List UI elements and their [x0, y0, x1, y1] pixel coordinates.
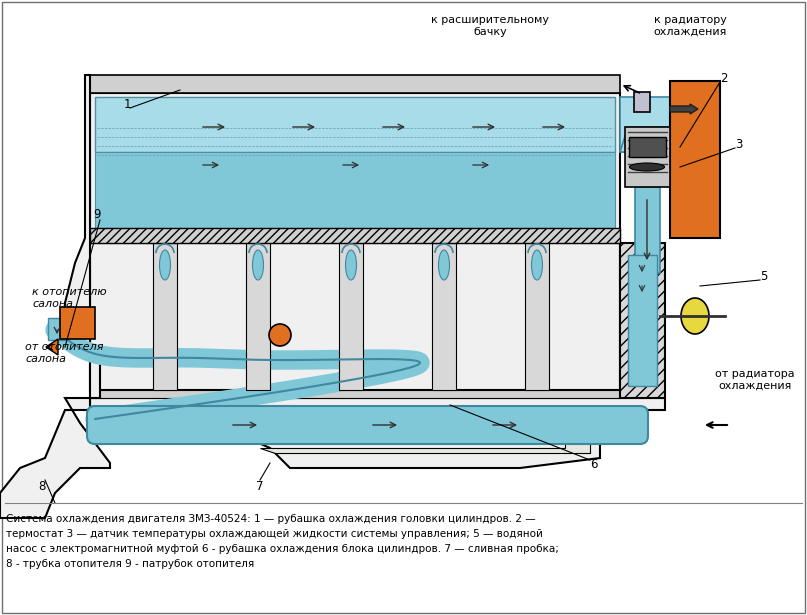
Bar — [90, 228, 620, 243]
Bar — [246, 243, 270, 390]
Bar — [48, 318, 66, 340]
Bar — [153, 243, 177, 390]
Bar — [95, 97, 615, 152]
Text: от радиатора
охлаждения: от радиатора охлаждения — [715, 369, 795, 391]
Text: 7: 7 — [257, 480, 264, 493]
Bar — [634, 92, 650, 112]
FancyArrow shape — [670, 104, 698, 114]
Text: 8 - трубка отопителя 9 - патрубок отопителя: 8 - трубка отопителя 9 - патрубок отопит… — [6, 559, 254, 569]
Text: к радиатору
охлаждения: к радиатору охлаждения — [654, 15, 726, 37]
Ellipse shape — [681, 298, 709, 334]
Polygon shape — [65, 75, 100, 398]
Text: 1: 1 — [123, 98, 131, 111]
Text: 5: 5 — [760, 269, 767, 282]
Text: от отопителя
салона: от отопителя салона — [25, 342, 103, 364]
Bar — [95, 152, 615, 228]
Text: 6: 6 — [590, 459, 598, 472]
Polygon shape — [0, 398, 110, 518]
Bar — [339, 243, 363, 390]
Bar — [620, 97, 675, 152]
Bar — [60, 307, 95, 339]
Text: 9: 9 — [94, 208, 101, 221]
Polygon shape — [90, 398, 665, 468]
Text: к расширительному
бачку: к расширительному бачку — [431, 15, 549, 37]
Ellipse shape — [438, 250, 449, 280]
FancyBboxPatch shape — [87, 406, 648, 444]
Bar — [620, 243, 665, 398]
Bar — [90, 390, 620, 398]
Bar — [628, 255, 657, 386]
Ellipse shape — [345, 250, 357, 280]
Text: насос с электромагнитной муфтой 6 - рубашка охлаждения блока цилиндров. 7 — слив: насос с электромагнитной муфтой 6 - руба… — [6, 544, 559, 554]
Bar — [90, 93, 620, 240]
Text: 2: 2 — [721, 71, 728, 84]
Polygon shape — [46, 339, 58, 355]
Ellipse shape — [532, 250, 542, 280]
Ellipse shape — [253, 250, 264, 280]
Bar — [635, 187, 660, 273]
Text: 8: 8 — [38, 480, 46, 493]
Bar — [629, 137, 666, 157]
Ellipse shape — [629, 163, 664, 171]
Bar — [90, 243, 620, 390]
Text: к отопителю
салона: к отопителю салона — [32, 287, 107, 309]
Bar — [625, 127, 670, 187]
Circle shape — [269, 324, 291, 346]
Polygon shape — [260, 428, 590, 453]
Polygon shape — [620, 127, 675, 152]
Text: термостат 3 — датчик температуры охлаждающей жидкости системы управления; 5 — во: термостат 3 — датчик температуры охлажда… — [6, 529, 543, 539]
Bar — [525, 243, 549, 390]
Ellipse shape — [160, 250, 170, 280]
Text: Система охлаждения двигателя ЗМЗ-40524: 1 — рубашка охлаждения головки цилиндров: Система охлаждения двигателя ЗМЗ-40524: … — [6, 514, 536, 524]
Text: 3: 3 — [735, 138, 742, 151]
Bar — [432, 243, 456, 390]
Bar — [670, 81, 720, 238]
Bar — [90, 75, 620, 93]
